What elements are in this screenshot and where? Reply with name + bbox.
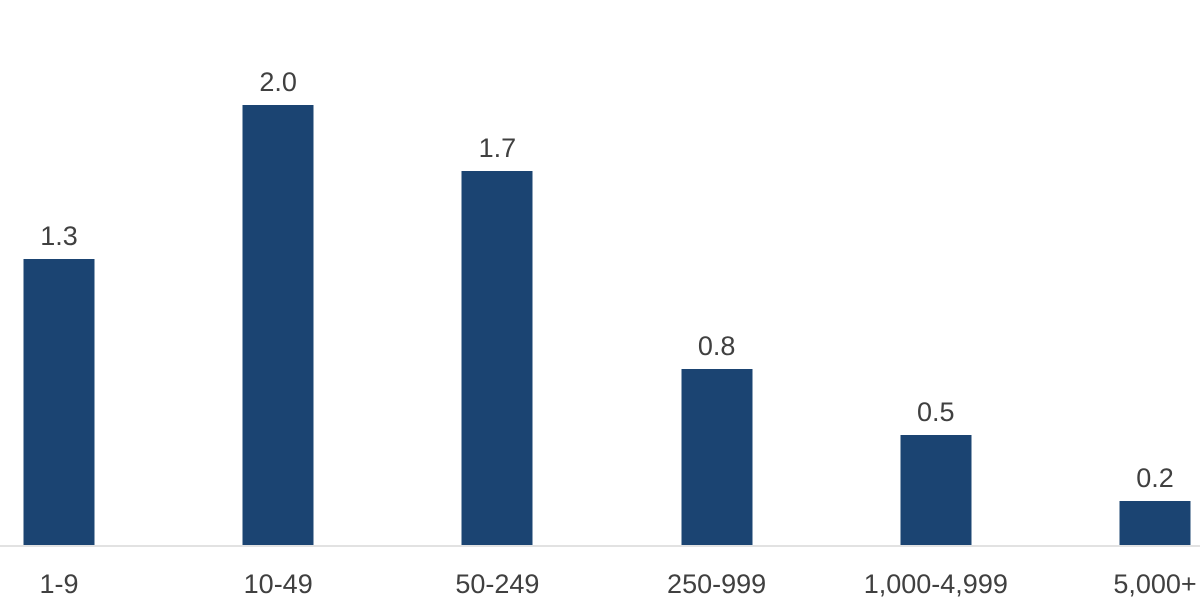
x-axis-label: 250-999 xyxy=(667,569,767,599)
x-axis-label: 50-249 xyxy=(455,569,540,599)
x-axis-label: 10-49 xyxy=(243,569,313,599)
x-axis-label: 1-9 xyxy=(39,569,79,599)
bar xyxy=(242,105,314,545)
x-axis-line xyxy=(0,545,1200,547)
bar-value-label: 1.7 xyxy=(478,133,517,163)
bar-value-label: 0.8 xyxy=(697,331,736,361)
bar xyxy=(23,259,95,545)
x-axis-label: 5,000+ xyxy=(1113,569,1197,599)
bar xyxy=(681,369,753,545)
bar-value-label: 0.2 xyxy=(1136,463,1174,493)
x-axis-label: 1,000-4,999 xyxy=(863,569,1008,599)
bar-value-label: 0.5 xyxy=(917,397,955,427)
bar xyxy=(1119,501,1191,545)
bar-value-label: 2.0 xyxy=(259,67,297,97)
bar-value-label: 1.3 xyxy=(40,221,78,251)
bar xyxy=(461,171,533,545)
bar xyxy=(900,435,972,545)
